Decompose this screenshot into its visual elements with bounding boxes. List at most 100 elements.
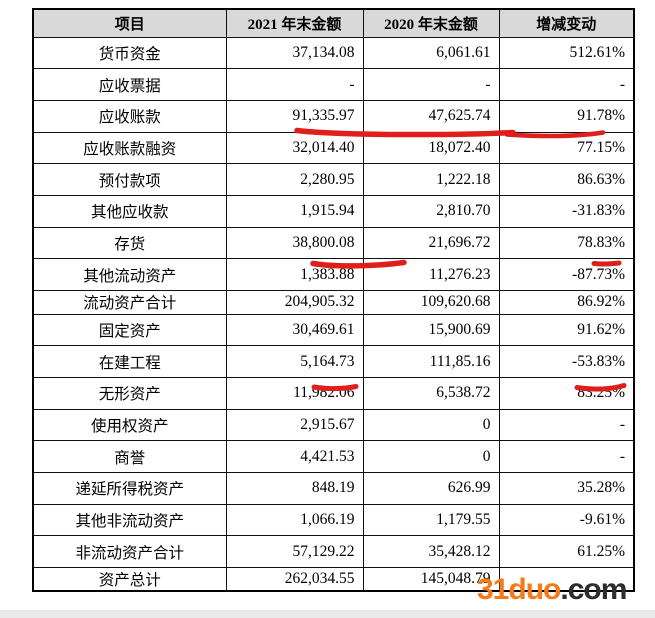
cell-change: 91.78% [498,99,635,133]
table-row: 无形资产 11,982.06 6,538.72 83.25% [32,376,635,410]
watermark: 31duo.com [477,573,627,606]
assets-comparison-table: 项目 2021 年末金额 2020 年末金额 增减变动 货币资金 37,134.0… [32,8,635,592]
table-row: 货币资金 37,134.08 6,061.61 512.61% [32,36,635,70]
cell-2021-amount: 91,335.97 [225,99,364,133]
table-row: 递延所得税资产 848.19 626.99 35.28% [32,471,635,505]
row-item-label: 递延所得税资产 [32,471,227,505]
row-item-label: 其他非流动资产 [32,503,227,537]
cell-2020-amount: 1,179.55 [362,503,500,537]
cell-2020-amount: 35,428.12 [362,535,500,568]
cell-change: 35.28% [498,471,635,505]
table-row: 应收账款 91,335.97 47,625.74 91.78% [32,99,635,133]
cell-2020-amount: 6,538.72 [362,376,500,410]
cell-change: 78.83% [498,226,635,260]
cell-2021-amount: 11,982.06 [225,376,364,410]
table-row: 使用权资产 2,915.67 0- [32,408,635,442]
row-item-label: 其他应收款 [32,194,227,228]
cell-change: -53.83% [498,345,635,378]
cell-2020-amount: 1,222.18 [362,163,500,196]
row-item-label: 其他流动资产 [32,258,227,291]
cell-2020-amount: 11,276.23 [362,258,500,291]
cell-2020-amount: 18,072.40 [362,131,500,165]
cell-2020-amount: 6,061.61 [362,36,500,70]
cell-change: 61.25% [498,535,635,568]
table-row: 应收票据 - - - [32,68,635,101]
cell-2020-amount: 15,900.69 [362,313,500,347]
table-row: 其他应收款 1,915.94 2,810.70 -31.83% [32,194,635,228]
cell-2021-amount: 4,421.53 [225,440,364,473]
table-row: 应收账款融资 32,014.40 18,072.40 77.15% [32,131,635,165]
cell-change: 86.63% [498,163,635,196]
cell-2021-amount: 262,034.55 [225,567,364,592]
table-row: 其他流动资产 1,383.88 11,276.23 -87.73% [32,258,635,291]
row-item-label: 资产总计 [32,567,227,592]
cell-2021-amount: 38,800.08 [225,226,364,260]
cell-change: -9.61% [498,503,635,537]
table-row: 资产总计 262,034.55 145,048.79 [32,567,635,592]
row-item-label: 应收账款融资 [32,131,227,165]
cell-change: 86.92% [498,290,635,315]
row-item-label: 无形资产 [32,376,227,410]
row-item-label: 存货 [32,226,227,260]
row-item-label: 商誉 [32,440,227,473]
cell-change: -87.73% [498,258,635,291]
col-header-2020-amount: 2020 年末金额 [362,8,500,38]
cell-2020-amount: 111,85.16 [362,345,500,378]
cell-2021-amount: 57,129.22 [225,535,364,568]
cell-change: -31.83% [498,194,635,228]
table-row: 非流动资产合计 57,129.22 35,428.12 61.25% [32,535,635,568]
cell-2020-amount: 47,625.74 [362,99,500,133]
table-row: 商誉 4,421.53 0- [32,440,635,473]
row-item-label: 货币资金 [32,36,227,70]
cell-2020-amount: 626.99 [362,471,500,505]
cell-2021-amount: 1,383.88 [225,258,364,291]
cell-2020-amount: - [362,68,500,101]
cell-change: - [498,440,635,473]
cell-change: - [498,408,635,442]
table-row: 存货 38,800.08 21,696.72 78.83% [32,226,635,260]
cell-2020-amount: 0 [362,408,500,442]
table-body: 货币资金 37,134.08 6,061.61 512.61% 应收票据 - - - 应收账款 9… [32,36,635,592]
row-item-label: 应收票据 [32,68,227,101]
col-header-change: 增减变动 [498,8,635,38]
cell-2021-amount: 1,066.19 [225,503,364,537]
cell-2020-amount: 2,810.70 [362,194,500,228]
table-row: 在建工程 5,164.73 111,85.16 -53.83% [32,345,635,378]
cell-2021-amount: 2,280.95 [225,163,364,196]
cell-2021-amount: - [225,68,364,101]
table-row: 流动资产合计 204,905.32 109,620.68 86.92% [32,290,635,315]
table-row: 其他非流动资产 1,066.19 1,179.55 -9.61% [32,503,635,537]
cell-2021-amount: 5,164.73 [225,345,364,378]
cell-change: 83.25% [498,376,635,410]
table-row: 固定资产 30,469.61 15,900.69 91.62% [32,313,635,347]
table-header: 项目 2021 年末金额 2020 年末金额 增减变动 [32,8,635,38]
cell-2021-amount: 32,014.40 [225,131,364,165]
cell-2021-amount: 30,469.61 [225,313,364,347]
cell-2020-amount: 21,696.72 [362,226,500,260]
cell-change: - [498,68,635,101]
col-header-item: 项目 [32,8,227,38]
header-row: 项目 2021 年末金额 2020 年末金额 增减变动 [32,8,635,38]
table-row: 预付款项 2,280.95 1,222.18 86.63% [32,163,635,196]
cell-change: 91.62% [498,313,635,347]
cell-2021-amount: 848.19 [225,471,364,505]
row-item-label: 固定资产 [32,313,227,347]
col-header-2021-amount: 2021 年末金额 [225,8,364,38]
cell-change: 77.15% [498,131,635,165]
row-item-label: 非流动资产合计 [32,535,227,568]
cell-change: 512.61% [498,36,635,70]
watermark-brand: 31duo [477,573,561,606]
cell-2021-amount: 2,915.67 [225,408,364,442]
cell-2020-amount: 0 [362,440,500,473]
bottom-strip [0,610,655,618]
row-item-label: 在建工程 [32,345,227,378]
row-item-label: 流动资产合计 [32,290,227,315]
cell-change [498,567,635,592]
watermark-suffix: .com [560,573,627,606]
row-item-label: 预付款项 [32,163,227,196]
cell-2020-amount: 109,620.68 [362,290,500,315]
row-item-label: 使用权资产 [32,408,227,442]
cell-2021-amount: 1,915.94 [225,194,364,228]
cell-2021-amount: 37,134.08 [225,36,364,70]
